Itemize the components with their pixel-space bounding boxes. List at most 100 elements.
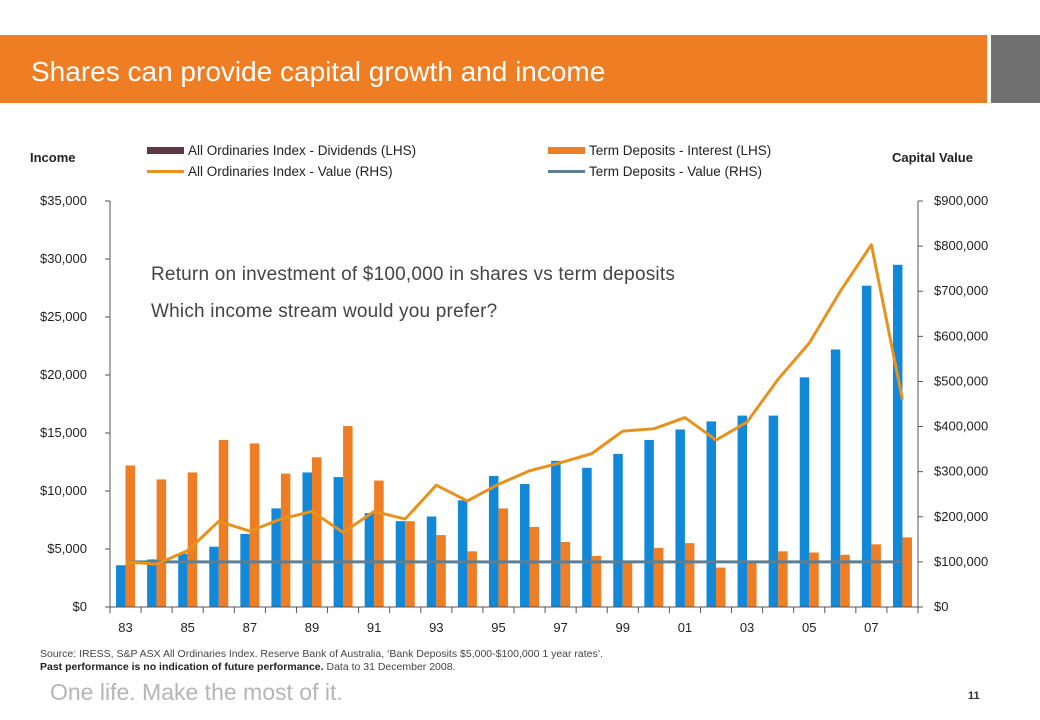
interest-bar [809, 552, 819, 607]
dividend-bar [830, 349, 841, 607]
x-axis-tick-label: 07 [864, 620, 878, 635]
dividend-bar [457, 500, 468, 607]
right-axis-tick-label: $400,000 [934, 419, 988, 434]
legend-label-td-value: Term Deposits - Value (RHS) [589, 164, 763, 179]
interest-bar [902, 537, 912, 607]
title-banner [0, 35, 987, 103]
legend-item-shares-value: All Ordinaries Index - Value (RHS) [147, 164, 393, 179]
interest-bar [467, 551, 477, 607]
x-axis-tick-label: 97 [553, 620, 567, 635]
all-ords-value-line [125, 243, 904, 566]
dividend-bar [706, 421, 716, 607]
interest-bar [405, 521, 415, 607]
source-line: Source: IRESS, S&P ASX All Ordinaries In… [40, 648, 604, 660]
interest-bar [125, 465, 136, 607]
left-axis-title: Income [30, 150, 76, 165]
right-axis-title: Capital Value [892, 150, 973, 165]
legend-label-interest: Term Deposits - Interest (LHS) [589, 143, 772, 158]
interest-bar [498, 508, 508, 607]
dividend-bar [395, 521, 406, 607]
legend-swatch-interest [548, 147, 585, 154]
x-axis-tick-label: 93 [429, 620, 443, 635]
interest-bar [591, 555, 602, 607]
dividend-bar [147, 559, 157, 607]
interest-bar [312, 457, 322, 607]
dividend-bar [116, 565, 126, 607]
page-title: Shares can provide capital growth and in… [31, 56, 606, 87]
right-axis-tick-label: $700,000 [934, 283, 988, 298]
dividend-bar [520, 484, 530, 607]
interest-bar [249, 443, 260, 607]
x-axis-tick-label: 87 [243, 620, 257, 635]
right-axis-tick-label: $900,000 [934, 193, 988, 208]
interest-bar [374, 480, 384, 607]
interest-bar [871, 544, 881, 607]
legend-item-dividends: All Ordinaries Index - Dividends (LHS) [147, 143, 416, 158]
x-axis-tick-label: 91 [367, 620, 381, 635]
left-axis-tick-label: $20,000 [40, 367, 87, 382]
left-axis-tick-label: $5,000 [47, 541, 87, 556]
dividend-bar [333, 477, 344, 607]
right-axis-tick-label: $300,000 [934, 464, 988, 479]
right-axis-tick-label: $200,000 [934, 509, 988, 524]
legend-label-dividends: All Ordinaries Index - Dividends (LHS) [188, 143, 417, 158]
interest-bar [343, 426, 353, 607]
data-date-note: Data to 31 December 2008. [323, 661, 456, 673]
legend-item-td-value: Term Deposits - Value (RHS) [548, 164, 762, 179]
dividend-bar [861, 285, 872, 607]
dividend-bar [271, 508, 281, 607]
legend-swatch-dividends [147, 147, 184, 154]
right-axis-tick-label: $100,000 [934, 554, 988, 569]
interest-bar [653, 547, 664, 607]
dividend-bar [675, 429, 685, 607]
right-axis-tick-label: $800,000 [934, 238, 988, 253]
disclaimer-bold: Past performance is no indication of fut… [40, 661, 324, 673]
x-axis-tick-label: 05 [802, 620, 816, 635]
legend-item-interest: Term Deposits - Interest (LHS) [548, 143, 771, 158]
interest-bar [156, 479, 167, 607]
annotation-line-1: Return on investment of $100,000 in shar… [151, 264, 676, 285]
interest-bar [778, 551, 788, 607]
right-axis-tick-label: $500,000 [934, 373, 988, 388]
dividend-bar [768, 415, 779, 607]
x-axis-tick-label: 95 [491, 620, 505, 635]
dividend-bar [644, 439, 654, 607]
x-axis-tick-label: 99 [616, 620, 630, 635]
interest-bar [716, 567, 726, 607]
legend-swatch-shares-value [147, 170, 184, 173]
x-axis-tick-label: 85 [180, 620, 194, 635]
left-axis-tick-label: $15,000 [40, 425, 87, 440]
disclaimer-line: Past performance is no indication of fut… [40, 661, 603, 674]
title-banner-accent [991, 35, 1040, 103]
source-note: Source: IRESS, S&P ASX All Ordinaries In… [40, 648, 603, 674]
dividend-bar [582, 467, 592, 607]
dividend-bar [240, 533, 250, 607]
dividend-bar [302, 472, 312, 607]
interest-bar [436, 535, 446, 607]
x-axis-tick-label: 83 [118, 620, 132, 635]
dividend-bar [737, 415, 748, 607]
dividend-bar [364, 513, 375, 607]
left-axis-tick-label: $30,000 [40, 251, 87, 266]
right-axis-tick-label: $600,000 [934, 328, 988, 343]
left-axis-tick-label: $35,000 [40, 193, 87, 208]
interest-bar [529, 526, 540, 607]
x-axis-tick-label: 89 [305, 620, 319, 635]
legend-label-shares-value: All Ordinaries Index - Value (RHS) [188, 164, 393, 179]
interest-bar [280, 473, 291, 607]
dividend-bar [892, 264, 903, 607]
left-axis-tick-label: $10,000 [40, 483, 87, 498]
left-axis-tick-label: $0 [73, 599, 87, 614]
dividend-bar [551, 460, 561, 607]
annotation-line-2: Which income stream would you prefer? [151, 301, 498, 322]
dividend-bar [178, 553, 188, 607]
interest-bar [622, 561, 633, 607]
interest-bar [840, 554, 850, 607]
tagline: One life. Make the most of it. [50, 679, 343, 705]
interest-bar [684, 543, 695, 607]
interest-bar [747, 562, 757, 607]
left-axis-tick-label: $25,000 [40, 309, 87, 324]
interest-bar [187, 472, 198, 607]
x-axis-tick-label: 01 [678, 620, 692, 635]
